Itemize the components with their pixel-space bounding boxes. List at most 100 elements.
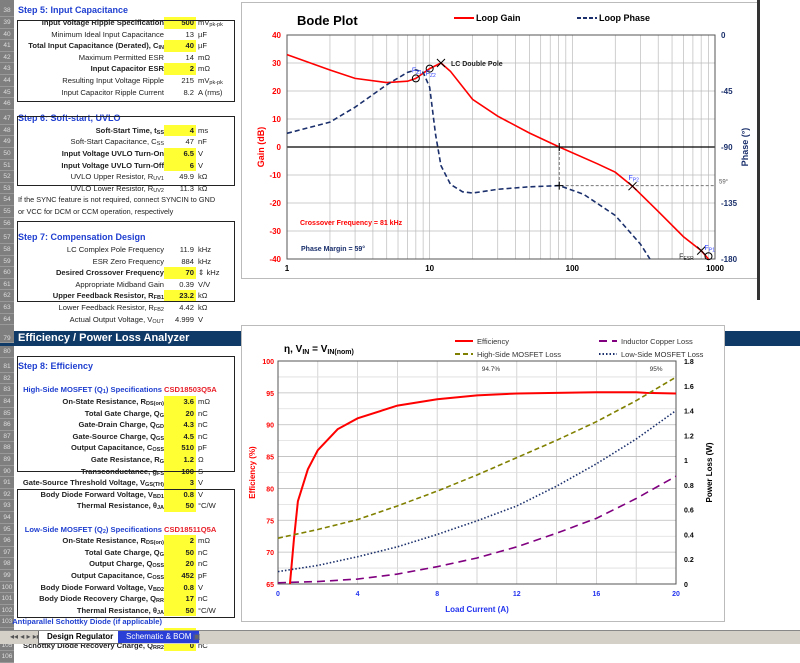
- input-cell[interactable]: 40: [164, 40, 196, 52]
- row-number[interactable]: 48: [0, 124, 14, 137]
- row-number[interactable]: 42: [0, 51, 14, 64]
- row-number[interactable]: 99: [0, 569, 14, 582]
- row-number[interactable]: 79: [0, 331, 14, 343]
- row-number[interactable]: 40: [0, 28, 14, 41]
- row-number[interactable]: 41: [0, 40, 14, 52]
- input-cell[interactable]: 4: [164, 124, 196, 137]
- row-number[interactable]: 64: [0, 313, 14, 326]
- row-number[interactable]: 87: [0, 430, 14, 443]
- row-number[interactable]: 46: [0, 98, 14, 110]
- row-number[interactable]: 47: [0, 109, 14, 125]
- row-label: Step 5: Input Capacitance: [18, 5, 129, 15]
- row-number[interactable]: 45: [0, 86, 14, 99]
- row-number[interactable]: 55: [0, 205, 14, 218]
- input-cell[interactable]: 500: [164, 17, 196, 29]
- row-number[interactable]: 58: [0, 244, 14, 256]
- tab-schematic-bom[interactable]: Schematic & BOM: [118, 631, 200, 643]
- input-cell[interactable]: 1.2: [164, 454, 196, 466]
- row-number[interactable]: 50: [0, 147, 14, 160]
- row-number[interactable]: 60: [0, 267, 14, 279]
- row-number[interactable]: 56: [0, 217, 14, 230]
- legend-loop-gain: Loop Gain: [476, 13, 521, 23]
- row-number[interactable]: 89: [0, 454, 14, 466]
- row-number[interactable]: 57: [0, 229, 14, 245]
- row-number[interactable]: 61: [0, 278, 14, 291]
- sheet-row-param: 51 Input Voltage UVLO Turn-Off 6 V: [0, 159, 240, 172]
- legend-entry: Efficiency: [477, 337, 509, 346]
- row-number[interactable]: 44: [0, 74, 14, 87]
- input-cell[interactable]: 2: [164, 535, 196, 547]
- row-number[interactable]: 91: [0, 477, 14, 489]
- row-number[interactable]: 52: [0, 171, 14, 183]
- row-number[interactable]: 93: [0, 500, 14, 512]
- input-cell[interactable]: 0.8: [164, 581, 196, 594]
- sheet-row-blank: 106: [0, 651, 240, 663]
- row-number[interactable]: 106: [0, 651, 14, 663]
- row-number[interactable]: 101: [0, 593, 14, 605]
- x-tick-label: 10: [425, 264, 434, 273]
- input-cell[interactable]: 510: [164, 442, 196, 454]
- row-number[interactable]: 81: [0, 357, 14, 373]
- bode-plot-chart[interactable]: 40 30 20 10 0 -10 -20 -30 -40 0 -45 -90 -135 -180 1 10 1…: [241, 2, 758, 288]
- row-label: Input Voltage UVLO Turn-Off: [61, 160, 164, 170]
- row-number[interactable]: 82: [0, 372, 14, 385]
- row-number[interactable]: 103: [0, 616, 14, 628]
- tab-design-regulator[interactable]: Design Regulator: [38, 631, 123, 644]
- sheet-row-param: 53 UVLO Lower Resistor, RUV2 11.3 kΩ: [0, 182, 240, 195]
- row-number[interactable]: 51: [0, 159, 14, 172]
- sheet-row-param: 52 UVLO Upper Resistor, RUV1 49.9 kΩ: [0, 171, 240, 183]
- unit-label: kΩ: [198, 172, 208, 182]
- row-number[interactable]: 49: [0, 136, 14, 148]
- y-axis-label: Efficiency (%): [248, 446, 257, 499]
- input-cell[interactable]: 50: [164, 604, 196, 617]
- row-number[interactable]: 83: [0, 384, 14, 397]
- y-tick-label: 20: [272, 87, 281, 96]
- row-number[interactable]: 97: [0, 546, 14, 559]
- input-cell[interactable]: 23.2: [164, 290, 196, 303]
- new-sheet-icon[interactable]: ▣: [193, 632, 201, 641]
- input-cell[interactable]: 3.6: [164, 396, 196, 408]
- tab-scroll-arrows[interactable]: ◂◂ ◂ ▸ ▸▸: [10, 632, 41, 641]
- row-number[interactable]: 84: [0, 396, 14, 408]
- row-number[interactable]: 90: [0, 465, 14, 478]
- row-number[interactable]: 85: [0, 407, 14, 420]
- input-cell[interactable]: 17: [164, 593, 196, 605]
- row-number[interactable]: 100: [0, 581, 14, 594]
- marker-circle: [411, 74, 420, 83]
- row-number[interactable]: 94: [0, 511, 14, 524]
- input-cell[interactable]: 50: [164, 500, 196, 512]
- row-number[interactable]: 62: [0, 290, 14, 303]
- input-cell[interactable]: 452: [164, 569, 196, 582]
- row-number[interactable]: 96: [0, 535, 14, 547]
- input-cell[interactable]: 70: [164, 267, 196, 279]
- row-number[interactable]: 63: [0, 302, 14, 314]
- row-number[interactable]: 102: [0, 604, 14, 617]
- efficiency-chart[interactable]: 100 95 90 85 80 75 70 65 1.8 1.6 1.4 1.2 1 0.8 0.6 0.4 0…: [241, 325, 725, 622]
- input-cell[interactable]: 6: [164, 159, 196, 172]
- row-number[interactable]: 88: [0, 442, 14, 454]
- input-cell[interactable]: 2: [164, 63, 196, 75]
- input-cell[interactable]: 20: [164, 407, 196, 420]
- row-number[interactable]: 59: [0, 255, 14, 268]
- input-cell[interactable]: 3: [164, 477, 196, 489]
- row-number[interactable]: 80: [0, 346, 14, 358]
- input-cell[interactable]: 4.3: [164, 419, 196, 431]
- row-label: Output Capacitance, COSS: [70, 570, 164, 581]
- unit-label: nF: [198, 137, 207, 147]
- input-cell[interactable]: 0.8: [164, 488, 196, 501]
- unit-label: V: [198, 314, 204, 324]
- input-cell[interactable]: 50: [164, 546, 196, 559]
- row-number[interactable]: 53: [0, 182, 14, 195]
- input-cell[interactable]: 20: [164, 558, 196, 570]
- marker-label: FZ1: [412, 67, 422, 76]
- row-number[interactable]: 86: [0, 419, 14, 431]
- row-number[interactable]: 38: [0, 2, 14, 17]
- row-number[interactable]: 54: [0, 194, 14, 206]
- input-cell[interactable]: 4.5: [164, 430, 196, 443]
- row-number[interactable]: 98: [0, 558, 14, 570]
- row-number[interactable]: 92: [0, 488, 14, 501]
- input-cell[interactable]: 6.5: [164, 147, 196, 160]
- row-number[interactable]: 39: [0, 17, 14, 29]
- row-number[interactable]: 95: [0, 523, 14, 536]
- row-number[interactable]: 43: [0, 63, 14, 75]
